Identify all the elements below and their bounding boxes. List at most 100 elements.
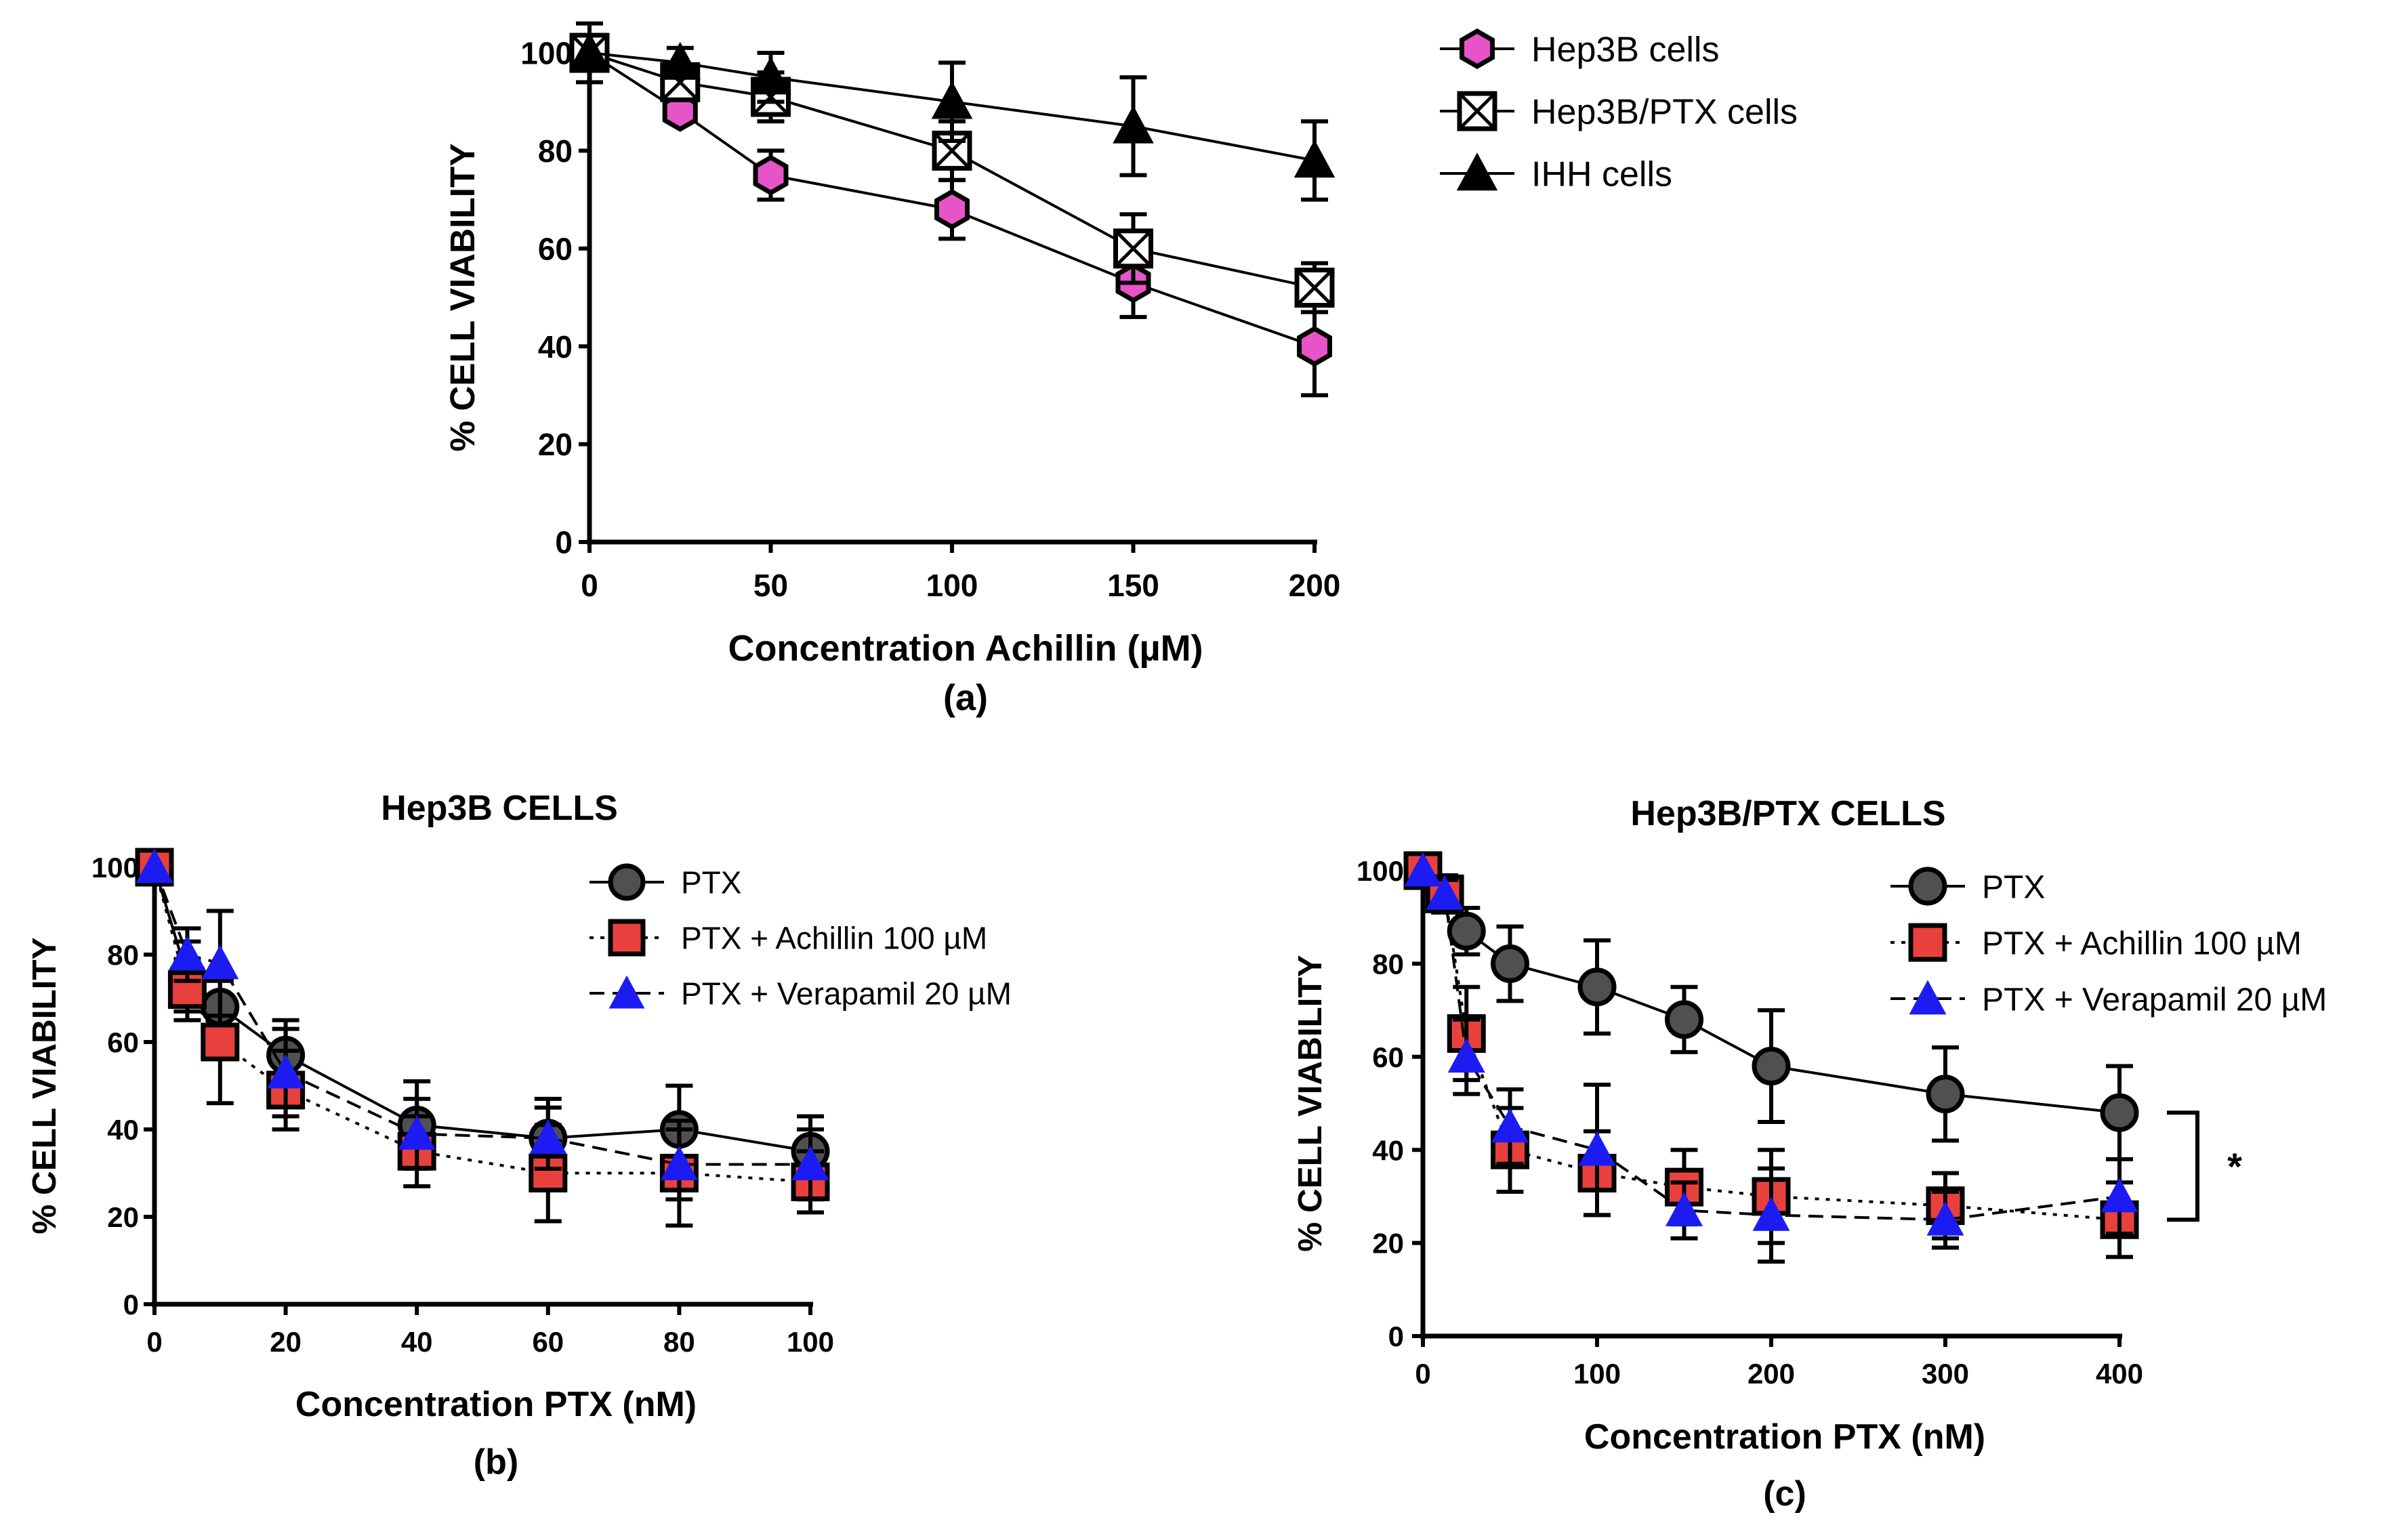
- marker-cross-line: [1114, 230, 1153, 268]
- legend-item: PTX + Verapamil 20 µM: [1890, 980, 2327, 1018]
- data-point: [201, 1022, 240, 1062]
- marker-cross-line: [1296, 268, 1333, 307]
- data-point: [1404, 852, 1442, 887]
- data-point: [2100, 1093, 2139, 1132]
- y-tick-label: 0: [1388, 1320, 1404, 1352]
- legend-marker: [608, 863, 646, 901]
- panel-caption: (c): [1763, 1474, 1806, 1514]
- x-tick-label: 50: [753, 568, 788, 603]
- data-point: [1752, 1196, 1790, 1231]
- x-tick-label: 0: [581, 568, 598, 603]
- data-point: [659, 41, 701, 80]
- x-axis-label: Concentration PTX (nM): [1584, 1417, 1985, 1457]
- legend-marker: [1460, 28, 1495, 70]
- data-point: [267, 1054, 305, 1089]
- data-point: [1491, 944, 1529, 983]
- significance-bracket: *: [2167, 1110, 2242, 1222]
- legend-label: PTX + Achillin 100 µM: [1982, 925, 2302, 961]
- panel-caption: (a): [943, 678, 988, 718]
- legend-item: PTX: [1890, 867, 2045, 906]
- y-axis-label: % CELL VIABILITY: [443, 143, 482, 451]
- chart-title: Hep3B CELLS: [381, 789, 618, 828]
- data-point: [1752, 1047, 1791, 1086]
- y-tick-label: 100: [91, 852, 139, 883]
- data-point: [660, 1146, 698, 1180]
- chart-title: Hep3B/PTX CELLS: [1630, 794, 1945, 833]
- x-tick-label: 150: [1107, 568, 1159, 603]
- y-axis-label: % CELL VIABILITY: [26, 937, 63, 1234]
- legend-item: PTX + Achillin 100 µM: [589, 919, 987, 957]
- data-point: [662, 91, 698, 132]
- data-point: [568, 32, 611, 70]
- y-tick-label: 40: [538, 329, 573, 365]
- data-point: [1578, 1131, 1616, 1166]
- data-point: [1665, 1000, 1703, 1039]
- y-tick-label: 80: [538, 133, 573, 169]
- legend-label: PTX + Verapamil 20 µM: [681, 976, 1012, 1012]
- x-tick-label: 300: [1922, 1358, 1969, 1390]
- data-point: [1294, 140, 1336, 178]
- y-tick-label: 60: [107, 1026, 139, 1058]
- panel-caption: (b): [474, 1442, 518, 1482]
- legend-label: PTX: [681, 865, 741, 900]
- data-point: [136, 848, 173, 883]
- legend-label: Hep3B/PTX cells: [1531, 93, 1798, 132]
- data-point: [1926, 1075, 1965, 1114]
- data-point: [529, 1154, 568, 1192]
- data-point: [1113, 228, 1153, 269]
- y-tick-label: 40: [1372, 1134, 1404, 1166]
- data-point: [1577, 967, 1617, 1007]
- y-tick-label: 60: [1372, 1041, 1404, 1073]
- data-point: [1426, 875, 1464, 910]
- x-axis-label: Concentration PTX (nM): [295, 1385, 697, 1424]
- significance-star: *: [2227, 1145, 2242, 1188]
- data-point: [2101, 1178, 2138, 1213]
- data-point: [791, 1146, 829, 1180]
- x-axis-label: Concentration Achillin (µM): [728, 628, 1203, 669]
- data-point: [168, 936, 206, 971]
- legend-marker: [1909, 980, 1947, 1015]
- series-line: [589, 51, 1315, 162]
- legend-marker: [1456, 152, 1498, 191]
- data-point: [1297, 326, 1332, 367]
- y-tick-label: 0: [555, 525, 573, 560]
- y-axis-label: % CELL VIABILITY: [1291, 955, 1329, 1251]
- legend-marker: [608, 975, 645, 1009]
- y-tick-label: 100: [1357, 855, 1404, 887]
- data-point: [1447, 911, 1486, 951]
- x-tick-label: 80: [663, 1326, 695, 1358]
- data-point: [753, 154, 789, 196]
- x-tick-label: 200: [1747, 1358, 1795, 1390]
- legend-label: Hep3B cells: [1531, 30, 1719, 70]
- chart-panel-b: 0 20 40 60 80 100 0 20 40 60 80 100 Concentration PT…: [26, 789, 1012, 1482]
- x-tick-label: 100: [926, 568, 978, 603]
- legend-label: PTX + Verapamil 20 µM: [1982, 982, 2327, 1018]
- x-tick-label: 20: [270, 1326, 302, 1358]
- legend-item: Hep3B/PTX cells: [1440, 91, 1798, 132]
- marker-cross-line: [1458, 92, 1496, 130]
- data-point: [529, 1119, 567, 1154]
- bracket-line: [2167, 1110, 2199, 1222]
- y-tick-label: 40: [107, 1114, 139, 1146]
- legend-marker: [608, 919, 646, 957]
- legend-label: PTX + Achillin 100 µM: [681, 921, 987, 956]
- x-tick-label: 0: [1415, 1358, 1430, 1390]
- data-point: [1926, 1201, 1964, 1236]
- legend-label: PTX: [1982, 869, 2045, 905]
- x-tick-label: 40: [401, 1326, 433, 1358]
- series-ihh-cells: [568, 21, 1336, 202]
- legend-label: IHH cells: [1531, 155, 1672, 194]
- chart-panel-a: 0 20 40 60 80 100 0 50 100 150 200 Concentration Ac…: [443, 21, 1798, 718]
- y-tick-label: 80: [107, 939, 139, 971]
- legend-item: PTX + Achillin 100 µM: [1890, 923, 2302, 962]
- legend-marker: [1457, 91, 1497, 131]
- legend-item: IHH cells: [1440, 152, 1672, 194]
- y-tick-label: 20: [1372, 1228, 1404, 1260]
- legend-marker: [1908, 923, 1947, 962]
- data-point: [398, 1115, 436, 1150]
- y-tick-label: 60: [538, 231, 573, 266]
- x-tick-label: 400: [2096, 1358, 2143, 1390]
- x-tick-label: 100: [1573, 1358, 1621, 1390]
- data-point: [750, 56, 791, 95]
